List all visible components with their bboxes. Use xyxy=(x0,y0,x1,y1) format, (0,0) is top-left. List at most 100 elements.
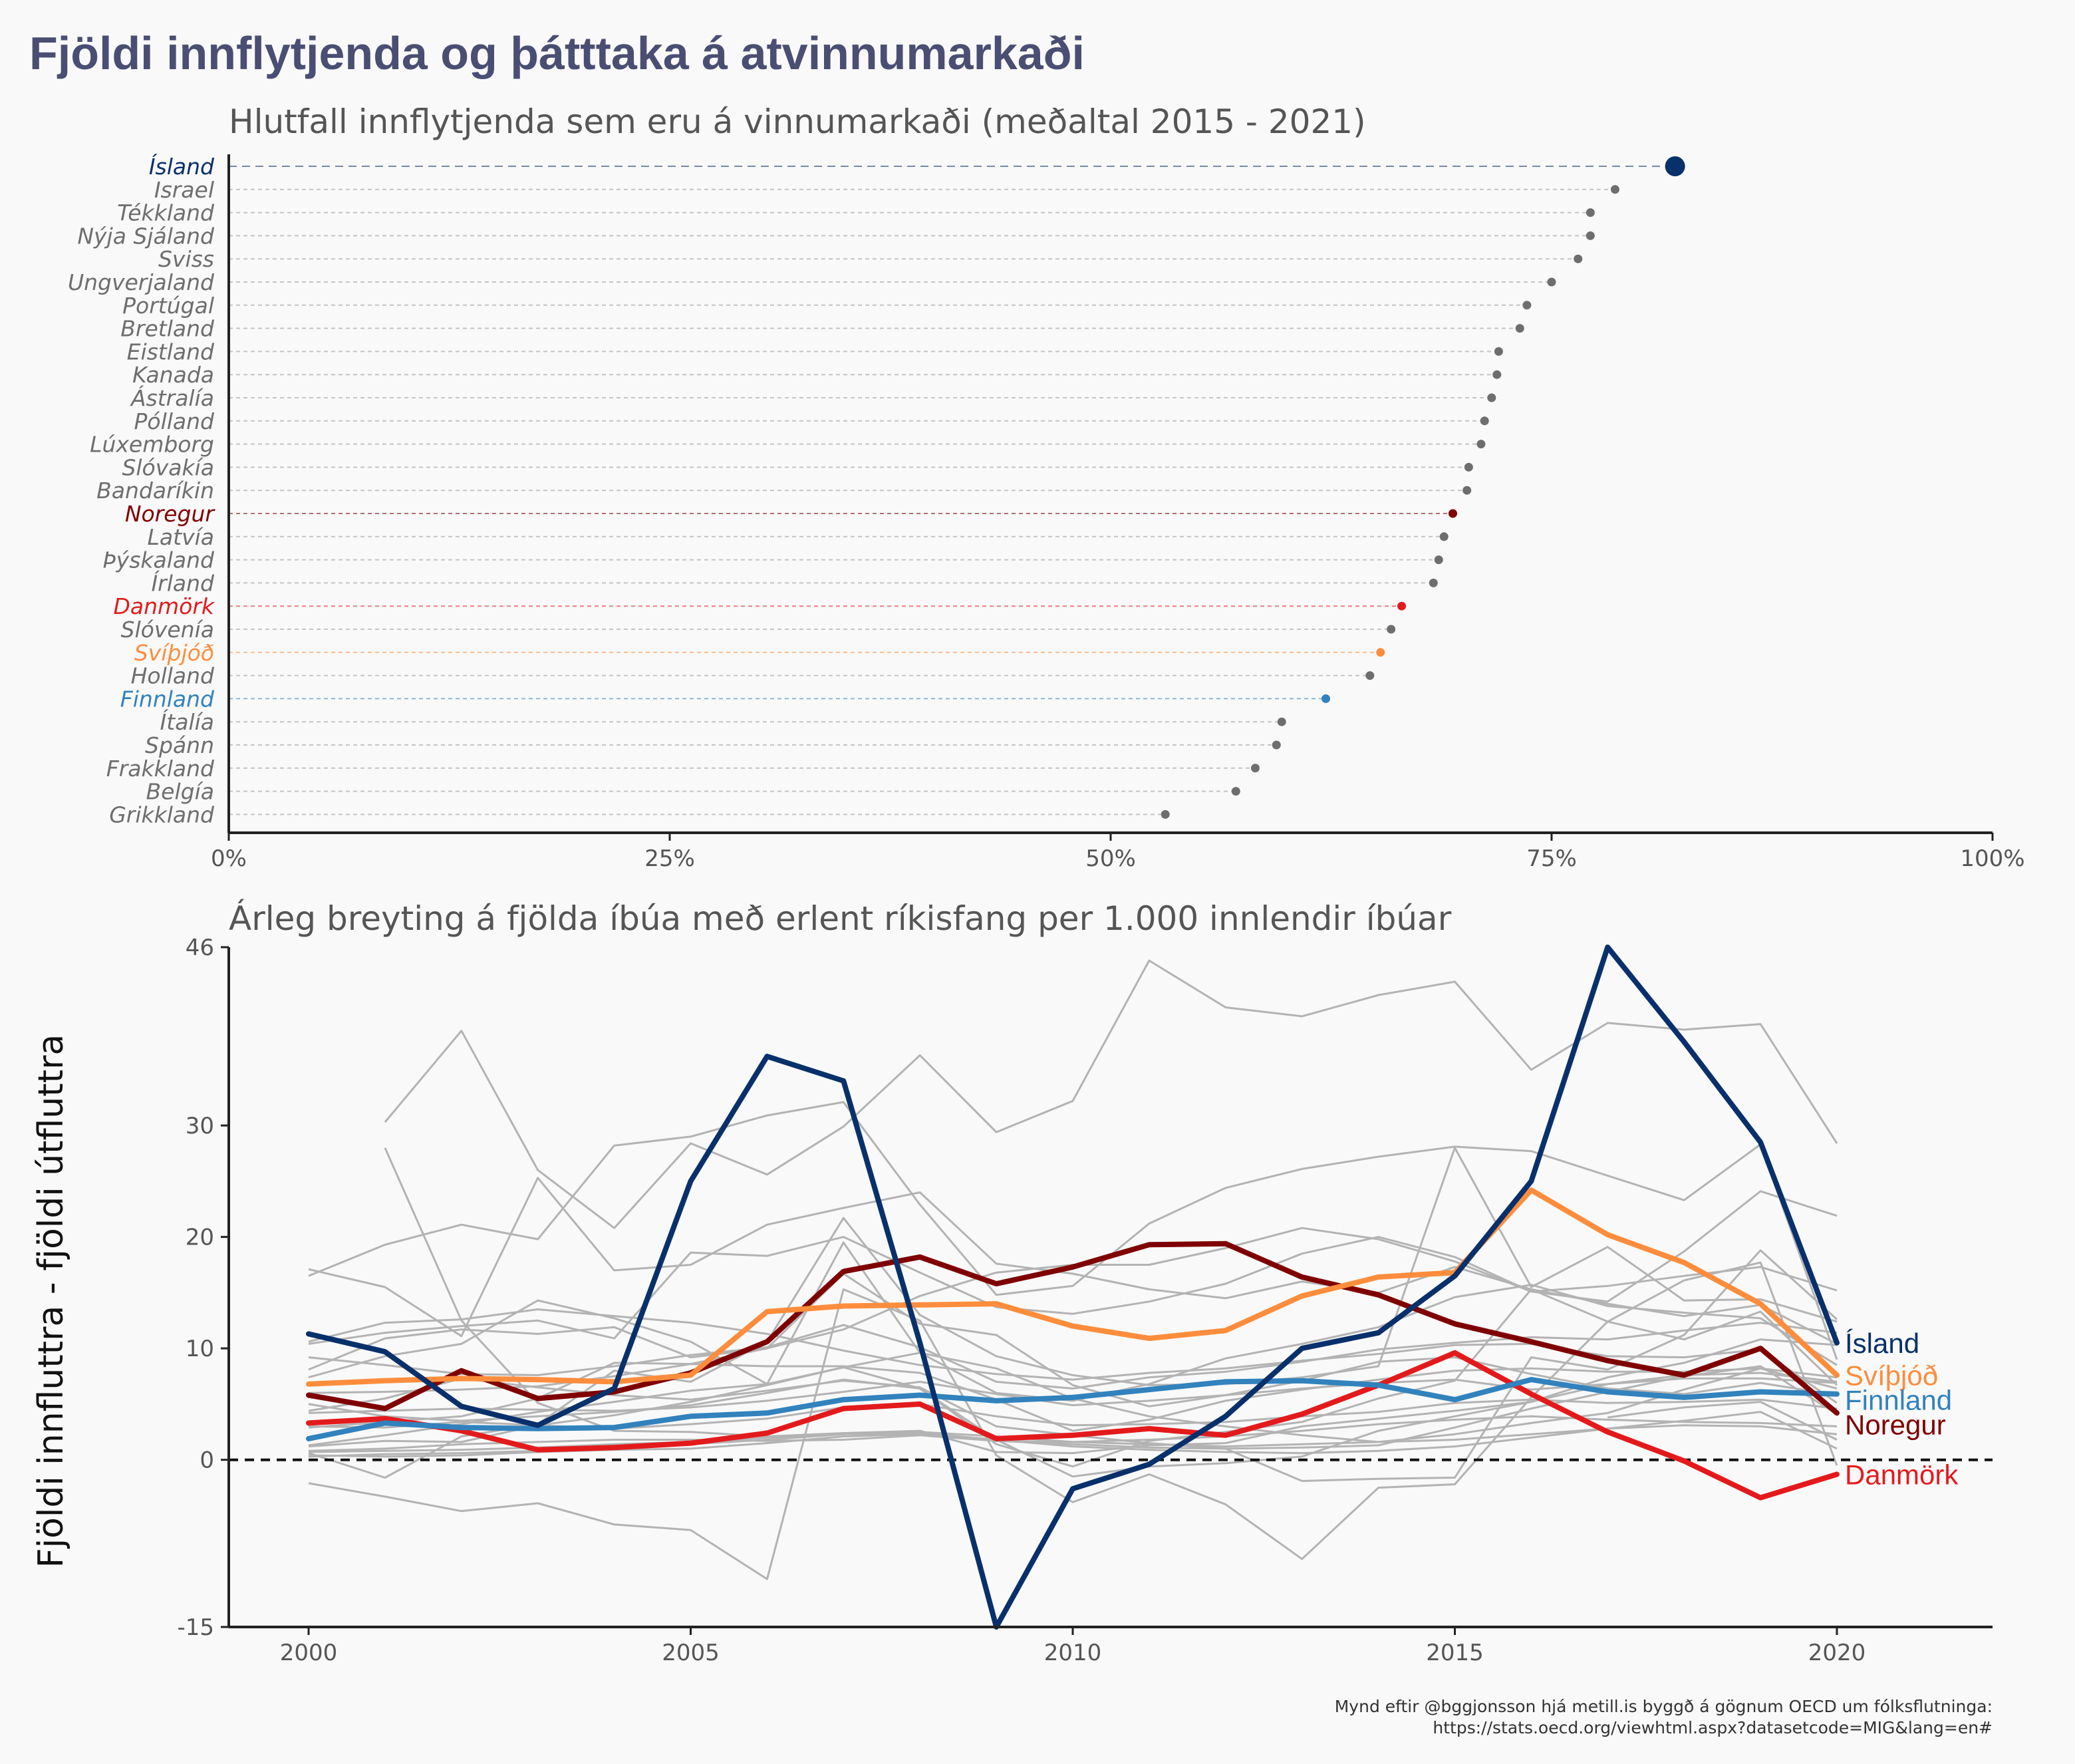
dot-row-slovakia: Slóvakía xyxy=(122,454,1473,480)
background-series-line xyxy=(308,1288,1838,1468)
caption-line-1: Mynd eftir @bggjonsson hjá metill.is byg… xyxy=(1335,1697,1993,1716)
country-label: Tékkland xyxy=(117,200,215,226)
line-chart-x-ticks: 2000 2005 2010 2015 2020 xyxy=(280,1627,1866,1666)
dot-point-bretland xyxy=(1515,324,1524,333)
country-label: Portúgal xyxy=(122,293,214,319)
country-label: Kanada xyxy=(132,362,214,388)
dot-row-spann: Spánn xyxy=(145,732,1281,758)
end-label-danmork: Danmörk xyxy=(1845,1459,1959,1490)
country-label: Grikkland xyxy=(109,802,215,827)
x-tick-label: 75% xyxy=(1526,845,1577,872)
background-series-line xyxy=(384,959,1838,1229)
dot-point-holland xyxy=(1365,671,1375,680)
x-tick-label: 2010 xyxy=(1044,1640,1102,1666)
dot-row-bretland: Bretland xyxy=(120,316,1524,342)
end-label-svithjod: Svíþjóð xyxy=(1845,1360,1938,1391)
series-line-danmork xyxy=(306,1350,1840,1501)
end-label-finnland: Finnland xyxy=(1845,1384,1952,1415)
line-chart: Árleg breyting á fjölda íbúa með erlent … xyxy=(31,899,1993,1666)
country-label: Bandaríkin xyxy=(96,478,214,504)
y-tick-label: 46 xyxy=(186,935,214,961)
y-tick-label: 30 xyxy=(186,1113,214,1139)
country-label: Ungverjaland xyxy=(68,269,215,295)
dot-row-luxemborg: Lúxemborg xyxy=(90,432,1486,458)
country-label: Þýskaland xyxy=(103,547,215,573)
dot-point-belgia xyxy=(1231,787,1240,796)
dot-point-island xyxy=(1665,156,1685,176)
dot-chart: Hlutfall innflytjenda sem eru á vinnumar… xyxy=(68,102,2025,872)
country-label: Slóvenía xyxy=(121,617,214,643)
x-tick-label: 0% xyxy=(211,845,247,872)
line-chart-y-ticks: -15 0 10 20 30 46 xyxy=(177,935,229,1641)
dot-row-ungverjaland: Ungverjaland xyxy=(68,269,1556,295)
dot-row-svithjod: Svíþjóð xyxy=(134,640,1385,666)
y-tick-label: 20 xyxy=(186,1225,214,1251)
dot-point-sviss xyxy=(1574,254,1583,263)
country-label: Israel xyxy=(154,177,214,203)
dot-row-holland: Holland xyxy=(131,663,1375,689)
country-label: Pólland xyxy=(134,408,215,434)
series-line-svithjod xyxy=(306,1187,1840,1387)
background-series-line xyxy=(308,1147,1838,1479)
caption-line-2: https://stats.oecd.org/viewhtml.aspx?dat… xyxy=(1433,1718,1993,1737)
country-label: Slóvakía xyxy=(122,454,214,480)
end-label-noregur: Noregur xyxy=(1845,1409,1946,1440)
dot-row-belgia: Belgía xyxy=(146,779,1240,805)
dot-point-irland xyxy=(1429,578,1438,587)
country-label: Eistland xyxy=(127,339,215,365)
series-line-noregur xyxy=(306,1241,1840,1416)
highlight-series-lines xyxy=(306,945,1840,1630)
country-label: Holland xyxy=(131,663,215,689)
dot-row-noregur: Noregur xyxy=(125,501,1457,527)
dot-point-portugal xyxy=(1522,301,1532,310)
country-label: Írland xyxy=(151,569,215,596)
dot-point-danmork xyxy=(1397,601,1407,611)
background-series-lines xyxy=(308,959,1838,1580)
dot-chart-x-ticks: 0% 25% 50% 75% 100% xyxy=(211,833,2025,872)
dot-point-eistland xyxy=(1494,347,1503,356)
dot-row-astralia: Ástralía xyxy=(130,384,1496,411)
dot-point-slovakia xyxy=(1464,462,1473,472)
dot-row-irland: Írland xyxy=(151,569,1438,596)
dot-point-grikkland xyxy=(1161,809,1170,819)
country-label: Lúxemborg xyxy=(90,432,214,458)
dot-point-kanada xyxy=(1492,370,1502,379)
x-tick-label: 2020 xyxy=(1808,1640,1866,1666)
background-series-line xyxy=(384,1147,1838,1455)
country-label: Spánn xyxy=(145,732,214,758)
series-line-finnland xyxy=(306,1377,1840,1441)
dot-point-polland xyxy=(1480,416,1489,426)
country-label: Ástralía xyxy=(130,384,214,411)
dot-point-tekkland xyxy=(1586,208,1595,218)
dot-point-slovenia xyxy=(1387,625,1396,634)
country-label: Bretland xyxy=(120,316,215,342)
country-label: Frakkland xyxy=(106,756,215,782)
y-tick-label: 10 xyxy=(186,1336,214,1362)
dot-row-island: Ísland xyxy=(149,153,1685,180)
dot-point-finnland xyxy=(1321,694,1331,703)
dot-point-luxemborg xyxy=(1476,440,1486,449)
country-label: Danmörk xyxy=(113,593,215,619)
x-tick-label: 25% xyxy=(644,845,695,872)
dot-row-sviss: Sviss xyxy=(158,246,1583,272)
dot-point-spann xyxy=(1272,740,1281,750)
dot-row-eistland: Eistland xyxy=(127,339,1503,365)
dot-row-nyja-sjaland: Nýja Sjáland xyxy=(77,223,1595,249)
country-label: Ísland xyxy=(149,153,215,180)
x-tick-label: 50% xyxy=(1085,845,1136,872)
dot-point-italia xyxy=(1277,717,1286,726)
dot-point-israel xyxy=(1610,185,1619,194)
dot-row-danmork: Danmörk xyxy=(113,593,1407,619)
dot-point-frakkland xyxy=(1250,764,1260,773)
country-label: Ítalía xyxy=(160,708,214,735)
dot-row-polland: Pólland xyxy=(134,408,1489,434)
country-label: Svíþjóð xyxy=(134,640,214,666)
dot-point-thyskaland xyxy=(1434,555,1443,565)
background-series-line xyxy=(308,1236,1838,1345)
dot-row-frakkland: Frakkland xyxy=(106,756,1260,782)
country-label: Noregur xyxy=(125,501,216,527)
dot-row-italia: Ítalía xyxy=(160,708,1286,735)
dot-row-tekkland: Tékkland xyxy=(117,200,1595,226)
